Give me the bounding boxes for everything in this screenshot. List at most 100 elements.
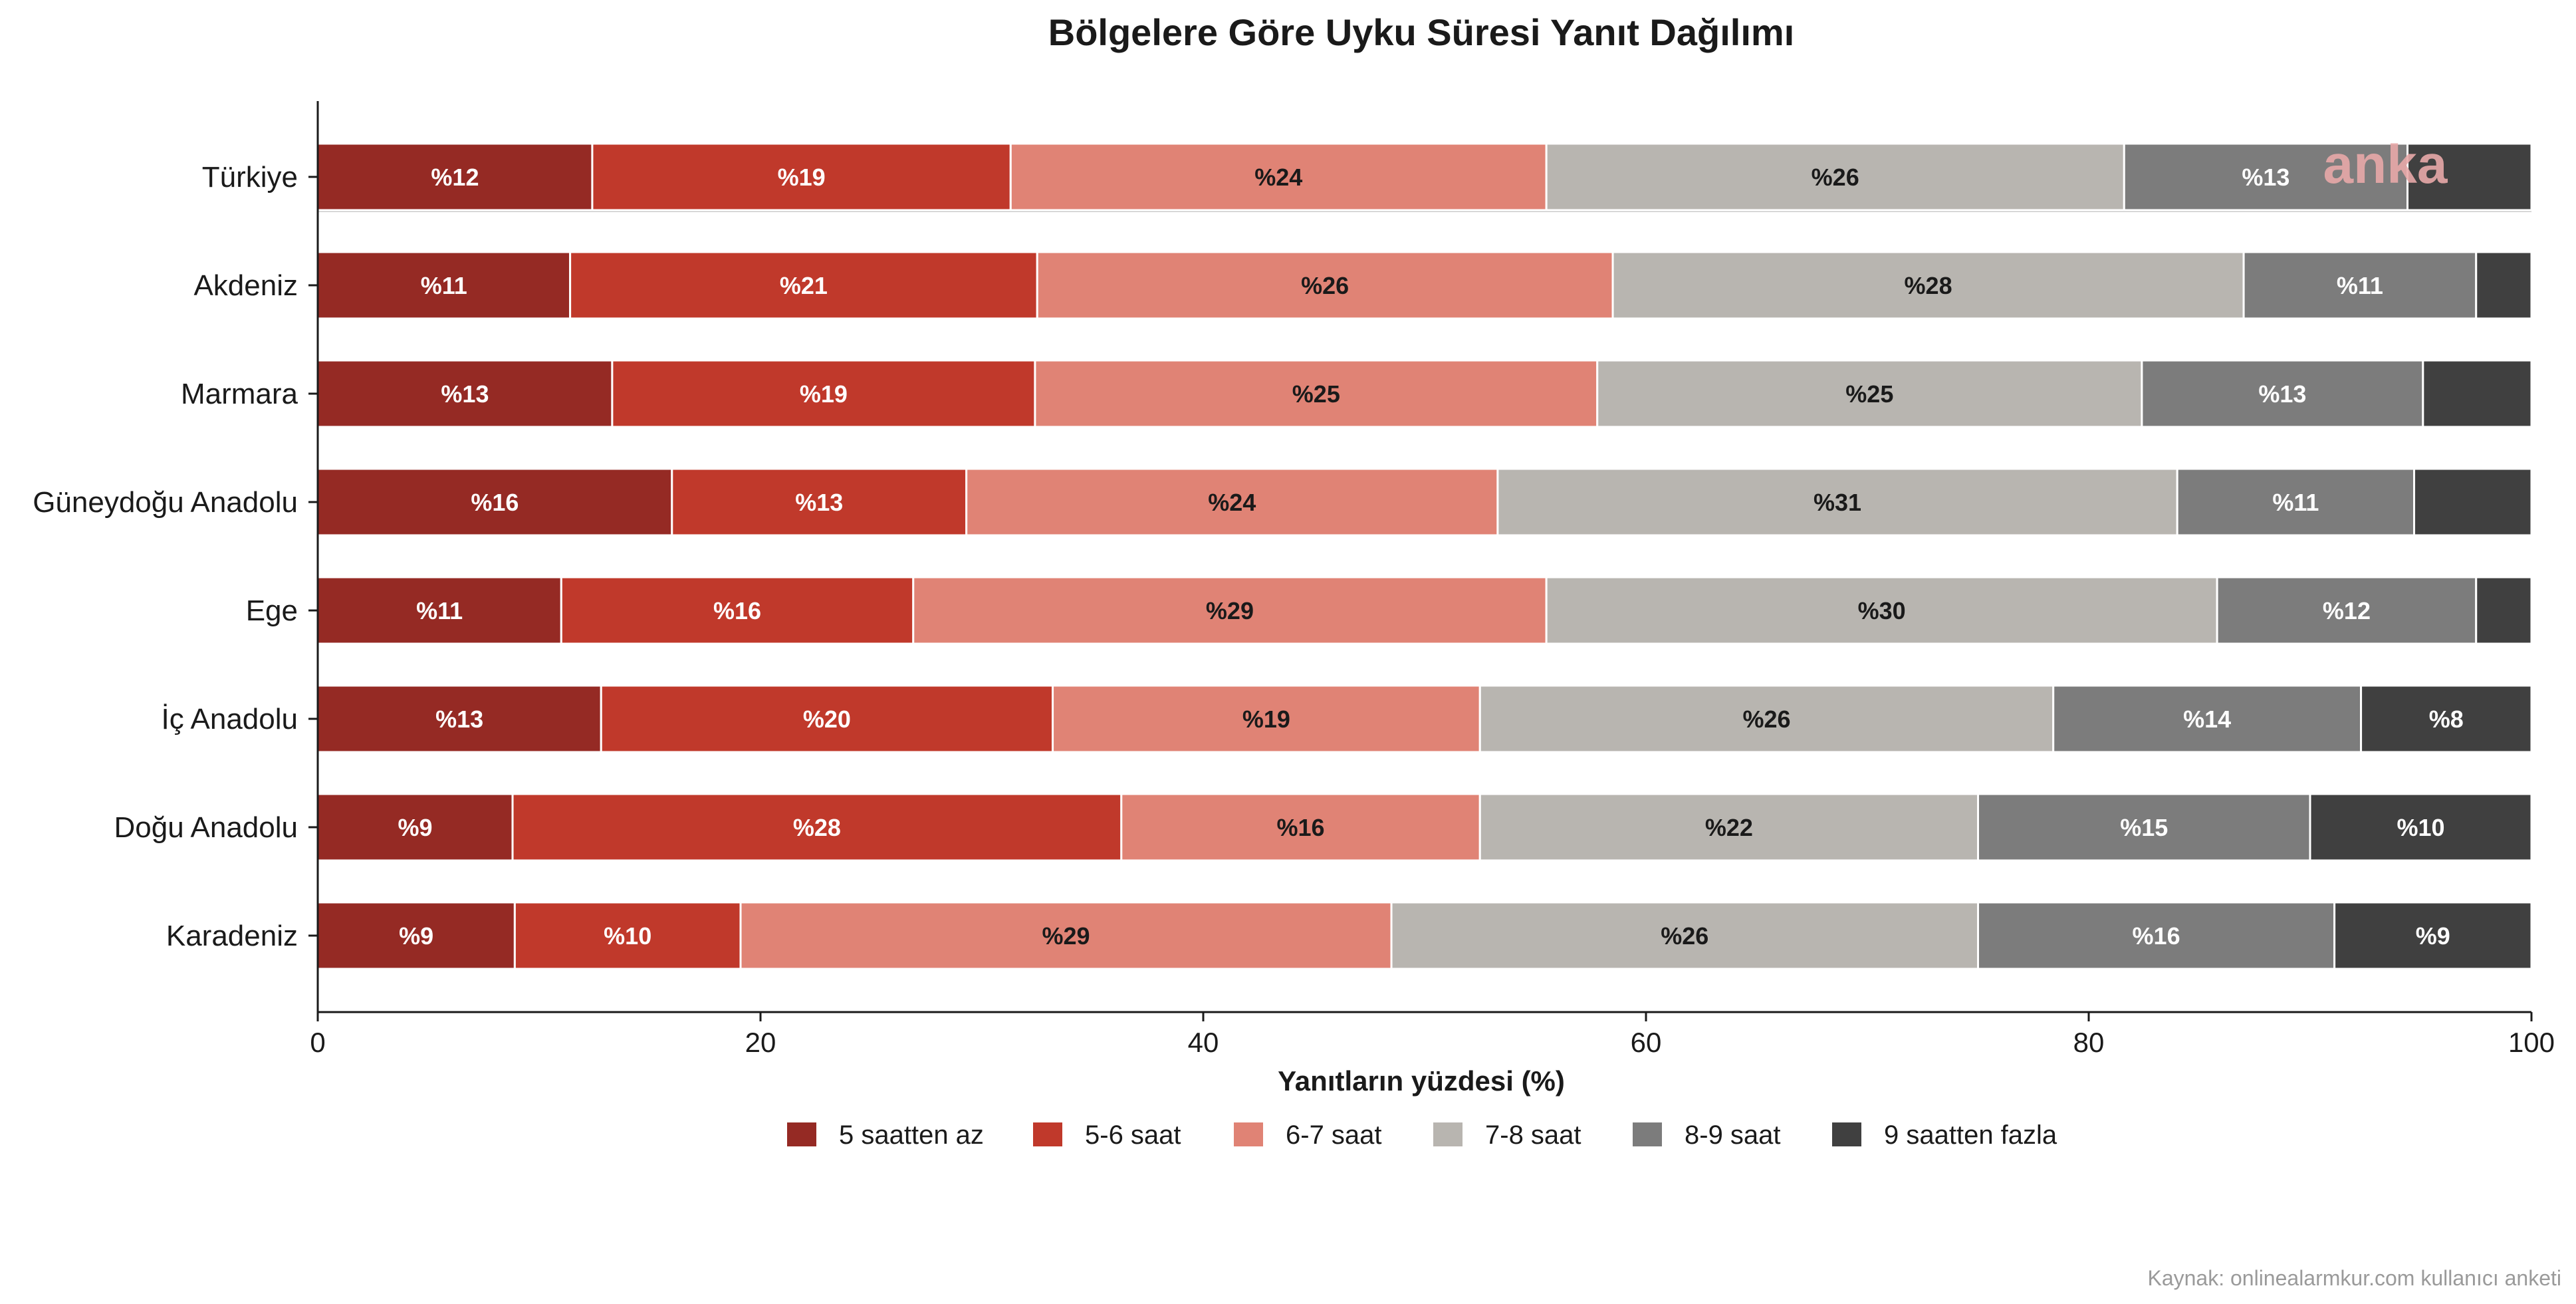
legend-label: 5-6 saat [1085,1120,1181,1150]
y-tick-label: Karadeniz [166,920,298,952]
data-label: %13 [795,489,843,516]
data-label: %26 [1742,706,1790,733]
data-label: %8 [2429,706,2464,733]
legend-label: 5 saatten az [839,1120,984,1150]
legend: 5 saatten az 5-6 saat 6-7 saat 7-8 saat 8-9 … [787,1120,2057,1150]
data-label: %24 [1254,164,1302,191]
chart-title: Bölgelere Göre Uyku Süresi Yanıt Dağılım… [1048,11,1794,53]
bar-segment [611,359,1036,428]
data-label: %11 [421,272,467,299]
bar-segment [2422,359,2533,428]
bar-segment [316,467,673,537]
plot-area: Türkiye %12 %19 %24 %26 %13 Akdeniz %11 %21 %26 %2… [33,101,2555,1058]
data-label: %12 [2323,597,2371,624]
data-label: %16 [2133,922,2180,950]
x-tick-label: 40 [1188,1027,1219,1058]
data-label: %24 [1208,489,1256,516]
x-tick-label: 60 [1631,1027,1662,1058]
legend-label: 8-9 saat [1685,1120,1781,1150]
data-label: %10 [604,922,651,950]
bar-segment [511,793,1123,862]
legend-label: 6-7 saat [1286,1120,1382,1150]
data-label: %20 [803,706,851,733]
bar-segment [1611,251,2245,320]
x-tick-label: 20 [745,1027,776,1058]
data-label: %16 [1276,814,1324,841]
data-label: %15 [2120,814,2168,841]
x-tick-label: 80 [2073,1027,2105,1058]
data-label: %19 [1242,706,1290,733]
bar-segment [591,142,1012,211]
data-label: %31 [1814,489,1861,516]
data-label: %13 [2258,380,2306,408]
data-label: %29 [1042,922,1090,950]
bar-segment [2360,684,2533,753]
bar-segment [912,576,1548,645]
data-label: %22 [1705,814,1753,841]
data-label: %12 [431,164,479,191]
bar-segment [2413,467,2533,537]
bar-segment [1009,142,1548,211]
bar-segment [1496,467,2178,537]
data-label: %21 [780,272,828,299]
bar-segment [671,467,968,537]
data-label: %10 [2397,814,2444,841]
data-label: %11 [2272,489,2319,516]
bar-segment [2475,576,2533,645]
data-label: %16 [713,597,761,624]
data-label: %28 [793,814,841,841]
bar-segment [2333,901,2533,970]
bar-segment [1977,901,2336,970]
bar-segment [1977,793,2311,862]
data-label: %28 [1905,272,1952,299]
data-label: %26 [1301,272,1349,299]
bar-segment [1478,684,2055,753]
data-label: %13 [441,380,489,408]
data-label: %9 [398,814,433,841]
data-label: %13 [2242,164,2289,191]
bar-segment [2176,467,2416,537]
data-label: %14 [2183,706,2231,733]
y-tick-label: Marmara [181,378,298,410]
bar-segment [965,467,1499,537]
data-label: %11 [416,597,463,624]
data-label: %11 [2337,272,2383,299]
bar-segment [1120,793,1481,862]
data-label: %9 [399,922,433,950]
bar-segment [1390,901,1980,970]
bar-segment [316,901,516,970]
bar-segment [316,359,614,428]
bar-segment [2475,251,2533,320]
data-label: %26 [1812,164,1859,191]
legend-swatch [787,1122,816,1146]
y-tick-label: Doğu Anadolu [114,811,298,844]
data-label: %30 [1858,597,1906,624]
legend-swatch [1234,1122,1263,1146]
legend-swatch [1832,1122,1861,1146]
data-label: %19 [778,164,826,191]
data-label: %29 [1206,597,1254,624]
data-label: %9 [2416,922,2450,950]
data-label: %25 [1845,380,1893,408]
source-note: Kaynak: onlinealarmkur.com kullanıcı ank… [2147,1266,2561,1290]
data-label: %25 [1292,380,1340,408]
y-tick-label: Akdeniz [193,269,298,302]
y-tick-label: Güneydoğu Anadolu [33,486,298,519]
data-label: %16 [471,489,519,516]
bar-segment [1036,251,1614,320]
bar-segment [316,793,514,862]
bar-segment [513,901,742,970]
bar-segment [2216,576,2478,645]
legend-label: 7-8 saat [1485,1120,1581,1150]
bar-segment [1545,142,2125,211]
bar-segment [2406,142,2533,211]
bar-segment [1034,359,1599,428]
data-label: %13 [435,706,483,733]
y-tick-label: Türkiye [202,161,298,194]
legend-swatch [1033,1122,1062,1146]
bar-segment [569,251,1038,320]
bar-segment [560,576,915,645]
watermark-logo: anka [2323,134,2448,195]
bar-segment [600,684,1054,753]
